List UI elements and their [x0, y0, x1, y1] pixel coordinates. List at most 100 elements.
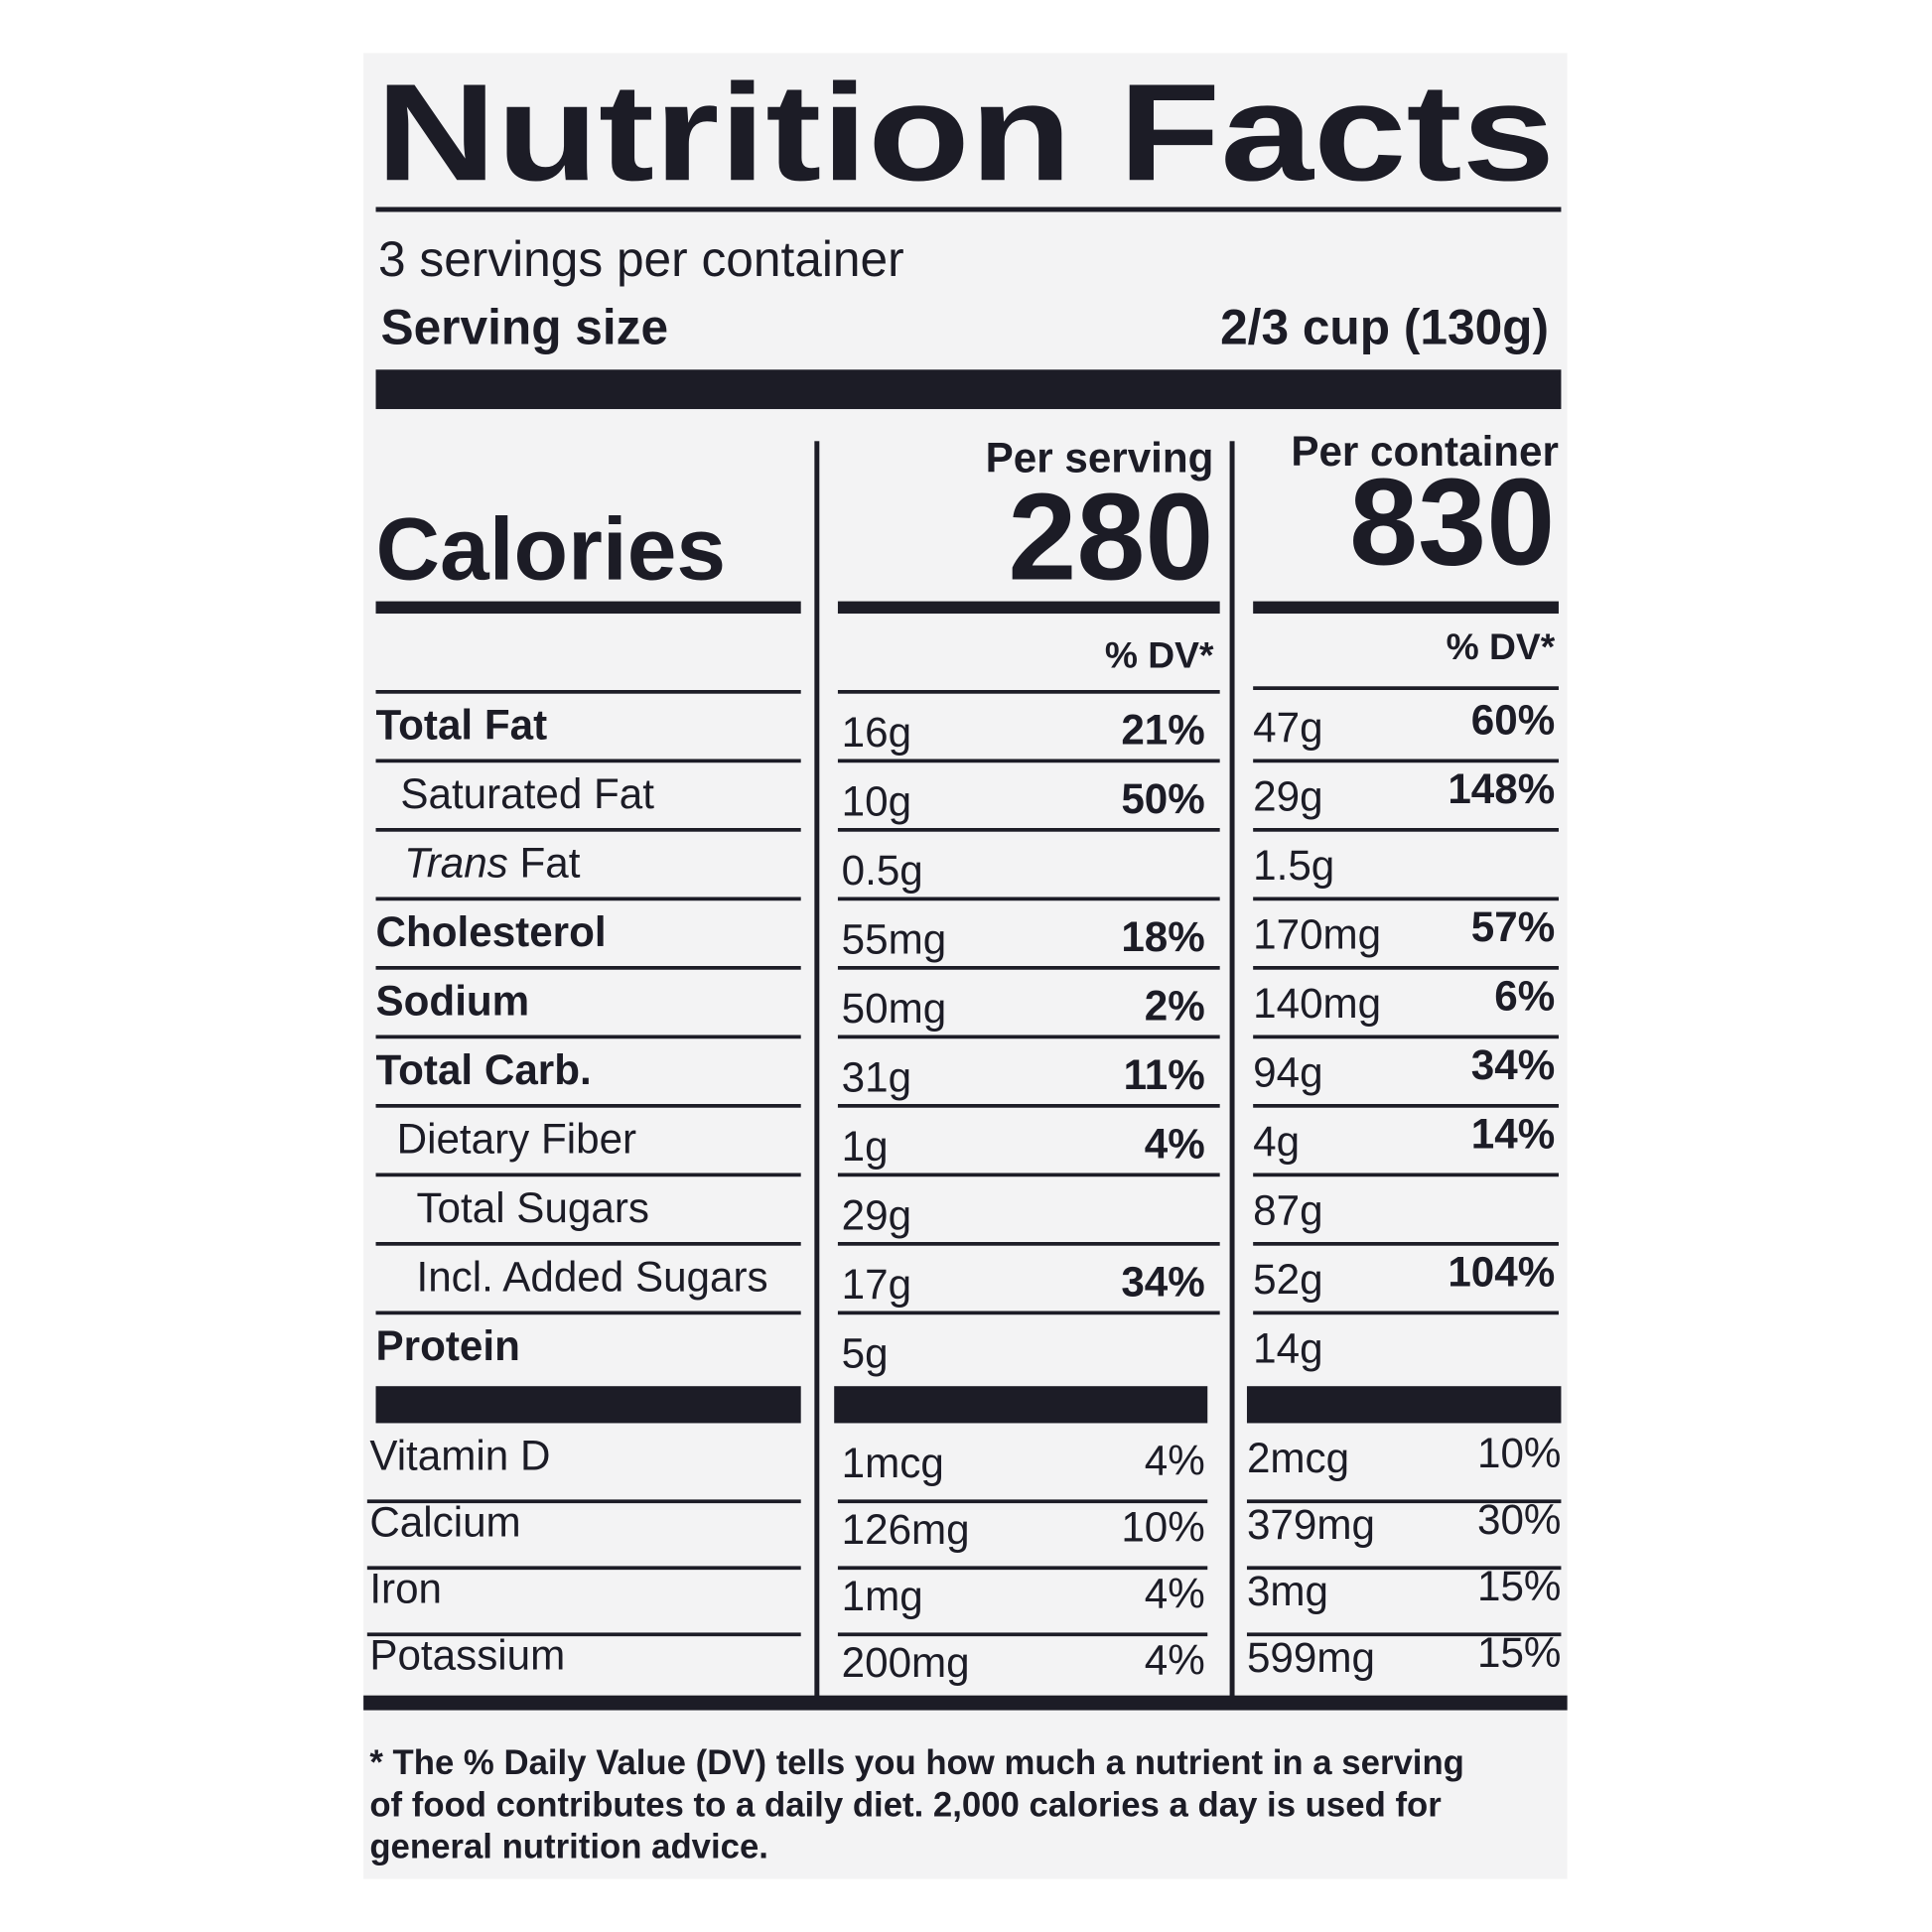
serving-dv: 4% [1145, 1438, 1205, 1484]
row-rule [837, 828, 1220, 832]
nutrient-label: Cholesterol [376, 908, 607, 955]
medium-bar [375, 601, 801, 615]
container-dv: 34% [1471, 1041, 1555, 1088]
serving-amount: 31g [842, 1054, 911, 1101]
nutrient-label-text: Incl. Added Sugars [416, 1254, 767, 1301]
row-rule [837, 1632, 1208, 1637]
vitamin-label: Vitamin D [369, 1433, 550, 1479]
serving-amount: 1mg [842, 1573, 923, 1619]
thick-bar [375, 1386, 801, 1424]
row-rule [375, 690, 801, 694]
medium-bar [363, 1695, 1568, 1711]
serving-dv: 10% [1121, 1504, 1204, 1551]
row-rule [837, 1499, 1208, 1504]
servings: 3 servings per container [378, 231, 904, 287]
serving-size-label: Serving size [380, 299, 668, 354]
nutrient-label: Saturated Fat [400, 770, 654, 817]
serving-amount: 5g [842, 1330, 889, 1377]
footnote: of food contributes to a daily diet. 2,0… [369, 1786, 1441, 1824]
nutrient-label-text: Dietary Fiber [397, 1116, 636, 1163]
container-amount: 47g [1253, 704, 1322, 751]
serving-amount: 50mg [842, 985, 947, 1032]
container-dv: 15% [1477, 1629, 1561, 1676]
container-amount: 87g [1253, 1187, 1322, 1234]
row-rule [1253, 1311, 1559, 1315]
row-rule [1253, 1104, 1559, 1108]
serving-amount: 17g [842, 1261, 911, 1308]
nutrient-label-text: Protein [376, 1322, 520, 1369]
container-amount: 170mg [1253, 911, 1381, 958]
serving-amount: 126mg [842, 1506, 970, 1553]
row-rule [1253, 828, 1559, 832]
serving-dv: 11% [1124, 1051, 1205, 1098]
row-rule [375, 966, 801, 970]
row-rule [1246, 1499, 1562, 1504]
container-amount: 29g [1253, 773, 1322, 820]
serving-amount: 10g [842, 778, 911, 825]
row-rule [837, 966, 1220, 970]
row-rule [375, 828, 801, 832]
row-rule [837, 690, 1220, 694]
thick-bar [1246, 1386, 1562, 1424]
nutrient-label: Dietary Fiber [397, 1116, 636, 1163]
row-rule [366, 1499, 801, 1504]
serving-amount: 200mg [842, 1639, 970, 1686]
rule [375, 207, 1562, 212]
nutrient-label: Total Carb. [376, 1046, 592, 1093]
nutrient-label: Total Fat [376, 702, 548, 749]
row-rule [837, 759, 1220, 763]
row-rule [1253, 966, 1559, 970]
container-amount: 599mg [1247, 1634, 1375, 1681]
title: Nutrition Facts [376, 56, 1556, 209]
row-rule [375, 1035, 801, 1039]
nutrient-label: Protein [376, 1322, 520, 1369]
column-divider [1229, 441, 1235, 1706]
serving-amount: 29g [842, 1192, 911, 1239]
thick-bar [834, 1386, 1208, 1424]
row-rule [837, 897, 1220, 901]
row-rule [837, 1035, 1220, 1039]
row-rule [375, 759, 801, 763]
row-rule [837, 1242, 1220, 1246]
footnote: * The % Daily Value (DV) tells you how m… [369, 1744, 1464, 1782]
serving-dv: 2% [1145, 983, 1205, 1030]
nutrient-label: Incl. Added Sugars [416, 1254, 767, 1301]
serving-dv: 50% [1121, 775, 1204, 822]
serving-size-value: 2/3 cup (130g) [1220, 299, 1549, 354]
row-rule [375, 1173, 801, 1177]
container-amount: 52g [1253, 1256, 1322, 1303]
calories-value: 280 [1008, 469, 1213, 606]
serving-amount: 1g [842, 1123, 889, 1170]
serving-dv: 4% [1145, 1121, 1205, 1168]
column-header: Per serving [986, 434, 1214, 481]
medium-bar [837, 601, 1220, 615]
serving-dv: 4% [1145, 1637, 1205, 1684]
nutrient-label-italic: Trans [404, 840, 508, 887]
container-dv: 148% [1448, 765, 1555, 812]
thick-bar [375, 369, 1562, 410]
container-dv: 14% [1471, 1111, 1555, 1158]
calories-value: 830 [1349, 454, 1555, 591]
container-amount: 14g [1253, 1325, 1322, 1372]
row-rule [1253, 1035, 1559, 1039]
nutrient-label: Sodium [376, 978, 530, 1025]
container-amount: 3mg [1247, 1568, 1328, 1614]
nutrient-label-text: Total Fat [376, 702, 548, 749]
serving-amount: 1mcg [842, 1440, 944, 1486]
container-amount: 2mcg [1247, 1435, 1349, 1481]
container-dv: 10% [1477, 1430, 1561, 1476]
serving-dv: 21% [1121, 707, 1204, 754]
row-rule [375, 1104, 801, 1108]
container-dv: 57% [1471, 903, 1555, 950]
container-dv: 15% [1477, 1563, 1561, 1609]
medium-bar [1253, 601, 1559, 615]
row-rule [366, 1566, 801, 1571]
row-rule [1253, 686, 1559, 690]
dv-header: % DV* [1447, 625, 1556, 667]
container-amount: 1.5g [1253, 842, 1334, 889]
serving-dv: 18% [1121, 913, 1204, 960]
row-rule [1246, 1566, 1562, 1571]
serving-amount: 0.5g [842, 847, 923, 894]
row-rule [1253, 759, 1559, 763]
